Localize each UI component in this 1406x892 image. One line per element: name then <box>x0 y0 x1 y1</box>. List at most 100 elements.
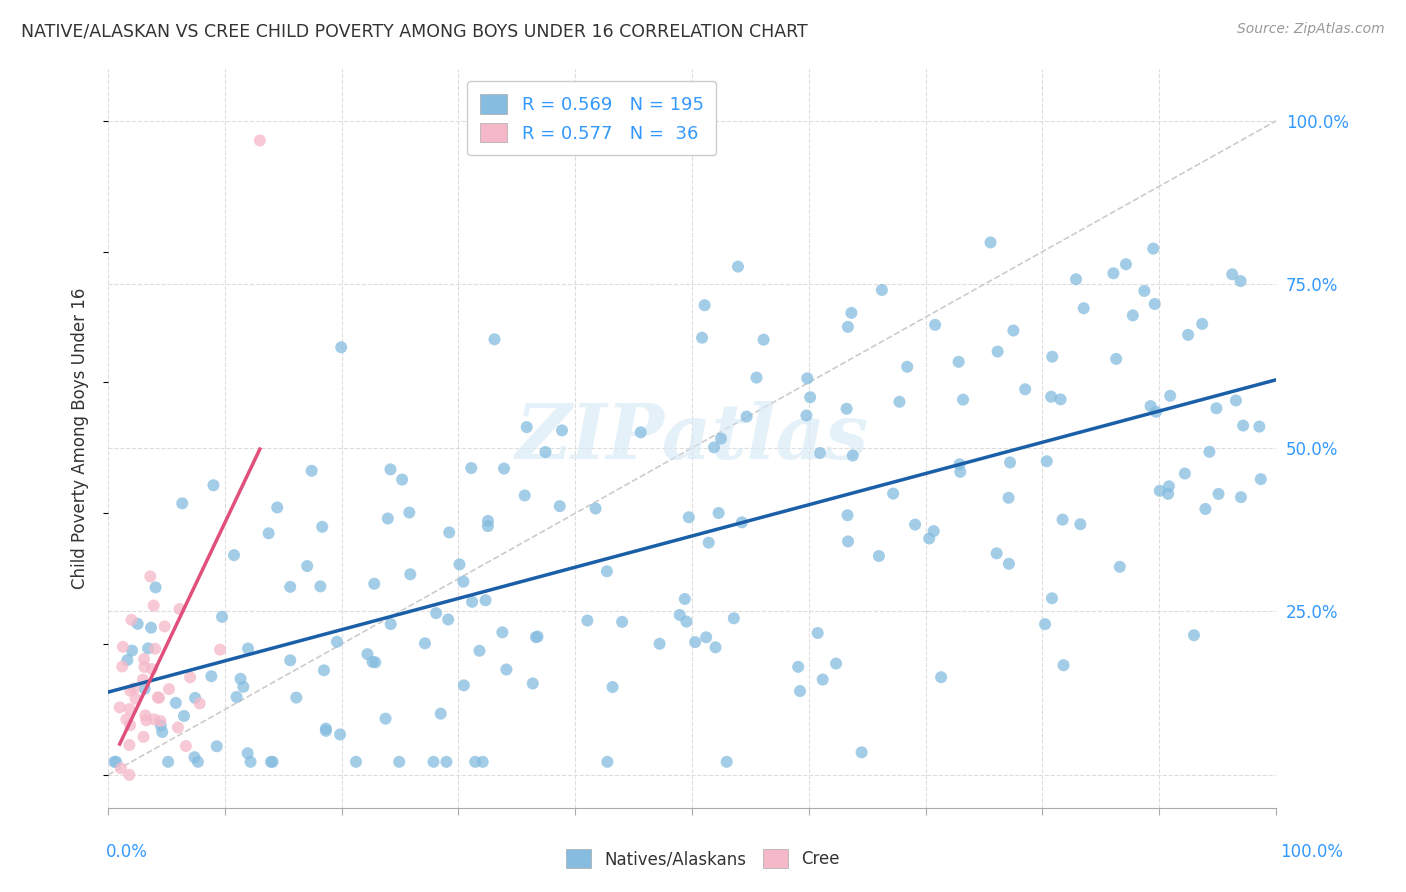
Point <box>172 496 194 510</box>
Point <box>610 615 633 629</box>
Point <box>118 768 141 782</box>
Point <box>157 682 180 697</box>
Point <box>329 727 352 741</box>
Point <box>309 579 332 593</box>
Point <box>1191 317 1213 331</box>
Point <box>602 680 624 694</box>
Point <box>118 738 141 752</box>
Point <box>837 534 859 549</box>
Point <box>464 755 486 769</box>
Point <box>837 319 859 334</box>
Point <box>703 441 725 455</box>
Point <box>461 595 484 609</box>
Point <box>477 519 499 533</box>
Point <box>225 690 247 704</box>
Point <box>1174 467 1197 481</box>
Point <box>524 630 547 644</box>
Point <box>439 525 461 540</box>
Point <box>868 549 890 563</box>
Point <box>149 718 172 732</box>
Point <box>145 581 167 595</box>
Point <box>236 746 259 760</box>
Point <box>211 610 233 624</box>
Point <box>987 344 1010 359</box>
Point <box>735 409 758 424</box>
Point <box>796 371 818 385</box>
Point <box>576 614 599 628</box>
Point <box>1157 487 1180 501</box>
Point <box>315 723 337 738</box>
Point <box>141 662 163 676</box>
Point <box>1133 284 1156 298</box>
Point <box>648 637 671 651</box>
Point <box>124 691 146 706</box>
Point <box>673 592 696 607</box>
Point <box>1232 418 1254 433</box>
Point <box>118 702 141 716</box>
Point <box>169 602 191 616</box>
Point <box>548 499 571 513</box>
Point <box>143 641 166 656</box>
Point <box>484 332 506 346</box>
Legend: Natives/Alaskans, Cree: Natives/Alaskans, Cree <box>560 843 846 875</box>
Point <box>787 660 810 674</box>
Point <box>948 355 970 369</box>
Point <box>1159 389 1181 403</box>
Point <box>453 678 475 692</box>
Text: Source: ZipAtlas.com: Source: ZipAtlas.com <box>1237 22 1385 37</box>
Point <box>924 318 946 332</box>
Point <box>139 569 162 583</box>
Point <box>727 260 749 274</box>
Point <box>260 755 283 769</box>
Y-axis label: Child Poverty Among Boys Under 16: Child Poverty Among Boys Under 16 <box>72 287 89 589</box>
Point <box>585 501 607 516</box>
Point <box>249 133 271 147</box>
Point <box>356 647 378 661</box>
Point <box>889 394 911 409</box>
Point <box>127 616 149 631</box>
Point <box>716 755 738 769</box>
Point <box>449 558 471 572</box>
Point <box>205 739 228 754</box>
Point <box>796 409 818 423</box>
Point <box>173 709 195 723</box>
Point <box>460 461 482 475</box>
Point <box>149 714 172 728</box>
Point <box>1033 617 1056 632</box>
Point <box>229 672 252 686</box>
Point <box>1225 393 1247 408</box>
Point <box>1182 628 1205 642</box>
Point <box>437 613 460 627</box>
Point <box>949 465 972 479</box>
Point <box>1143 297 1166 311</box>
Point <box>1144 405 1167 419</box>
Point <box>811 673 834 687</box>
Point <box>710 432 733 446</box>
Point <box>1205 401 1227 416</box>
Point <box>301 464 323 478</box>
Point <box>1040 350 1063 364</box>
Point <box>683 635 706 649</box>
Point <box>1073 301 1095 316</box>
Point <box>808 446 831 460</box>
Point <box>904 517 927 532</box>
Point <box>167 721 190 735</box>
Point <box>807 626 830 640</box>
Point <box>980 235 1002 250</box>
Text: NATIVE/ALASKAN VS CREE CHILD POVERTY AMONG BOYS UNDER 16 CORRELATION CHART: NATIVE/ALASKAN VS CREE CHILD POVERTY AMO… <box>21 22 808 40</box>
Point <box>837 508 859 523</box>
Point <box>111 640 134 654</box>
Point <box>311 520 333 534</box>
Point <box>690 331 713 345</box>
Text: 0.0%: 0.0% <box>105 843 148 861</box>
Point <box>150 725 173 739</box>
Point <box>157 755 180 769</box>
Point <box>799 390 821 404</box>
Point <box>697 535 720 549</box>
Point <box>630 425 652 440</box>
Point <box>429 706 451 721</box>
Point <box>278 580 301 594</box>
Point <box>295 559 318 574</box>
Point <box>188 697 211 711</box>
Point <box>882 486 904 500</box>
